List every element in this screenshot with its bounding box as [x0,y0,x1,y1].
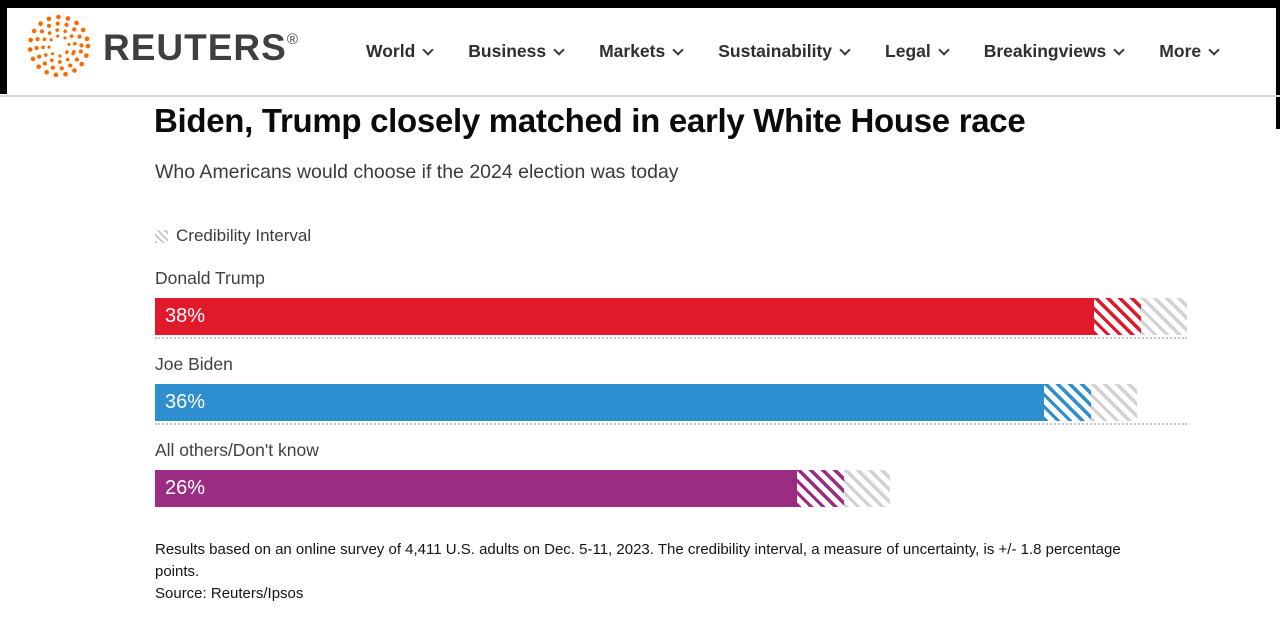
nav-label: Sustainability [718,41,833,61]
nav-item-legal[interactable]: Legal [885,41,950,62]
page-title: Biden, Trump closely matched in early Wh… [154,102,1026,139]
baseline-dotted-trump [155,337,1187,339]
chevron-down-icon [1113,43,1125,56]
bar-trump: 38% [155,298,1187,335]
nav-label: Business [468,41,547,61]
bar-biden: 36% [155,384,1137,421]
bar-trump-interval-hatch [1094,298,1141,335]
window-edge-left [0,0,7,94]
brand-text: REUTERS [103,27,287,68]
bar-trump-gray-hatch [1141,298,1187,335]
baseline-dotted-biden [155,423,1187,425]
reuters-wordmark[interactable]: REUTERS® [103,27,298,69]
nav-label: World [366,41,416,61]
bar-others-gray-hatch [844,470,890,507]
nav-item-world[interactable]: World [366,41,434,62]
bar-others-solid: 26% [155,470,797,507]
nav-label: Legal [885,41,931,61]
bar-label-others: All others/Don't know [155,440,319,460]
nav-item-more[interactable]: More [1159,41,1220,62]
credibility-interval-hatch-icon [155,229,168,243]
main-nav: World Business Markets Sustainability Le… [366,8,1220,95]
bar-trump-solid: 38% [155,298,1094,335]
bar-others-interval-hatch [797,470,844,507]
chevron-down-icon [1208,43,1220,56]
bar-others-value: 26% [165,477,206,499]
bar-biden-interval-hatch [1044,384,1091,421]
window-edge-top [0,0,1280,8]
bar-trump-value: 38% [165,305,206,327]
chevron-down-icon [672,43,684,56]
nav-item-markets[interactable]: Markets [599,41,684,62]
chart-legend: Credibility Interval [155,226,311,246]
page-subtitle: Who Americans would choose if the 2024 e… [155,161,679,183]
chart-source: Source: Reuters/Ipsos [155,585,304,602]
bar-label-biden: Joe Biden [155,354,233,374]
chart-note: Results based on an online survey of 4,4… [155,541,1121,580]
bar-others: 26% [155,470,890,507]
chevron-down-icon [553,43,565,56]
nav-item-breakingviews[interactable]: Breakingviews [983,41,1125,62]
nav-label: Markets [599,41,666,61]
chevron-down-icon [938,43,950,56]
nav-label: Breakingviews [983,41,1107,61]
nav-item-sustainability[interactable]: Sustainability [718,41,851,62]
bar-label-trump: Donald Trump [155,268,265,288]
nav-item-business[interactable]: Business [468,41,565,62]
header-divider [0,95,1280,97]
reuters-logo-icon[interactable] [25,12,93,80]
window-edge-right [1276,0,1280,129]
chevron-down-icon [839,43,851,56]
legend-label: Credibility Interval [176,226,312,245]
bar-biden-gray-hatch [1091,384,1137,421]
bar-biden-solid: 36% [155,384,1044,421]
registered-mark: ® [286,31,298,48]
bar-biden-value: 36% [165,391,206,413]
chevron-down-icon [422,43,434,56]
nav-label: More [1159,41,1202,61]
